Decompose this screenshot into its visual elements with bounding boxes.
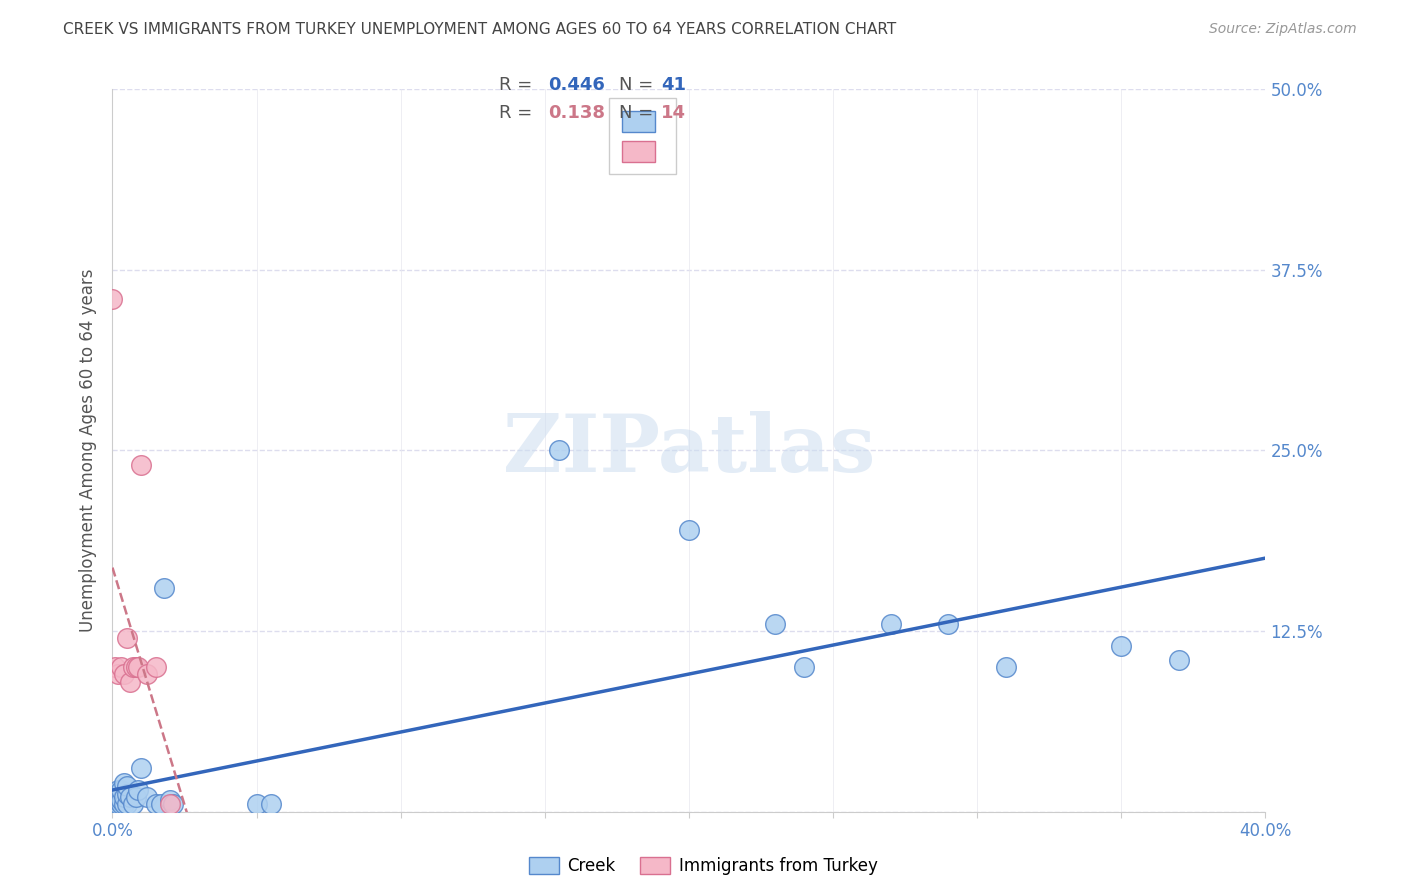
Text: N =: N = [619, 76, 652, 94]
Point [118, 674, 141, 689]
Point [136, 790, 159, 805]
Point [115, 797, 138, 812]
Point [107, 783, 129, 797]
Point [153, 581, 176, 595]
Point [107, 797, 129, 812]
Legend: , : , [609, 98, 676, 174]
Point [110, 793, 132, 807]
Point [112, 776, 135, 790]
Y-axis label: Unemployment Among Ages 60 to 64 years: Unemployment Among Ages 60 to 64 years [79, 268, 97, 632]
Text: R =: R = [499, 76, 533, 94]
Text: Source: ZipAtlas.com: Source: ZipAtlas.com [1209, 22, 1357, 37]
Text: 0.446: 0.446 [548, 76, 605, 94]
Text: R =: R = [499, 104, 533, 122]
Point [101, 797, 124, 812]
Point [793, 660, 815, 674]
Point [121, 660, 143, 674]
Point [118, 790, 141, 805]
Text: 0.138: 0.138 [548, 104, 606, 122]
Point [101, 292, 124, 306]
Point [880, 616, 903, 631]
Point [124, 790, 146, 805]
Point [936, 616, 959, 631]
Point [115, 632, 138, 646]
Legend: Creek, Immigrants from Turkey: Creek, Immigrants from Turkey [520, 849, 886, 884]
Point [159, 797, 181, 812]
Point [150, 797, 173, 812]
Point [121, 797, 143, 812]
Point [995, 660, 1018, 674]
Text: 14: 14 [661, 104, 686, 122]
Point [129, 761, 153, 775]
Point [124, 660, 146, 674]
Point [104, 793, 127, 807]
Point [1167, 653, 1189, 667]
Point [127, 783, 149, 797]
Text: CREEK VS IMMIGRANTS FROM TURKEY UNEMPLOYMENT AMONG AGES 60 TO 64 YEARS CORRELATI: CREEK VS IMMIGRANTS FROM TURKEY UNEMPLOY… [63, 22, 897, 37]
Point [765, 616, 787, 631]
Point [104, 790, 127, 805]
Point [260, 797, 283, 812]
Point [107, 790, 129, 805]
Point [107, 793, 129, 807]
Point [104, 660, 127, 674]
Point [548, 443, 571, 458]
Point [1111, 639, 1133, 653]
Point [110, 660, 132, 674]
Point [129, 458, 153, 472]
Point [112, 667, 135, 681]
Point [162, 797, 184, 812]
Point [101, 797, 124, 812]
Point [127, 660, 149, 674]
Point [112, 790, 135, 805]
Point [678, 523, 700, 537]
Point [115, 779, 138, 793]
Point [104, 797, 127, 812]
Text: N =: N = [619, 104, 652, 122]
Point [246, 797, 269, 812]
Point [159, 793, 181, 807]
Point [115, 788, 138, 802]
Point [112, 797, 135, 812]
Point [145, 660, 167, 674]
Point [104, 788, 127, 802]
Point [107, 667, 129, 681]
Text: 41: 41 [661, 76, 686, 94]
Point [110, 783, 132, 797]
Point [145, 797, 167, 812]
Text: ZIPatlas: ZIPatlas [503, 411, 875, 490]
Point [110, 797, 132, 812]
Point [136, 667, 159, 681]
